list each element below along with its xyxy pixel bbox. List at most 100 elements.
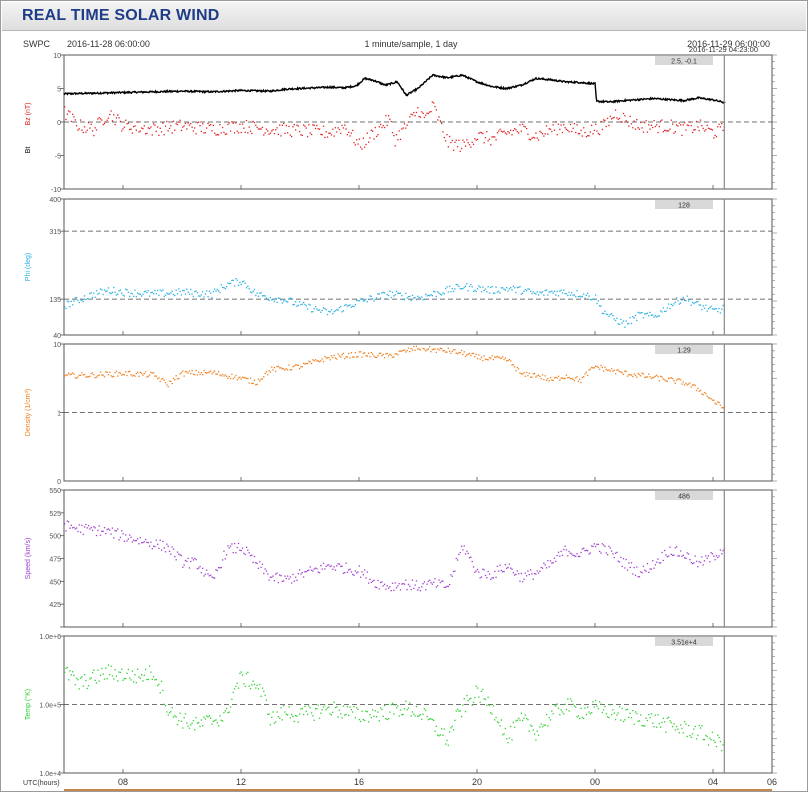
data-point bbox=[320, 133, 322, 136]
data-point bbox=[630, 322, 633, 325]
data-point bbox=[296, 715, 298, 717]
data-point bbox=[670, 553, 672, 555]
data-point bbox=[624, 719, 626, 721]
data-point bbox=[401, 128, 403, 130]
data-point bbox=[579, 132, 581, 135]
data-point bbox=[541, 374, 544, 376]
data-point bbox=[304, 705, 306, 708]
data-point bbox=[277, 365, 280, 368]
data-point bbox=[267, 130, 269, 132]
data-point bbox=[352, 305, 354, 307]
data-point bbox=[248, 685, 250, 687]
data-point bbox=[437, 348, 439, 350]
data-point bbox=[310, 133, 313, 136]
data-point bbox=[248, 552, 250, 554]
data-point bbox=[459, 710, 461, 712]
data-point bbox=[156, 126, 159, 128]
data-point bbox=[370, 295, 372, 298]
data-point bbox=[572, 378, 574, 380]
data-point bbox=[666, 380, 668, 382]
data-point bbox=[632, 709, 634, 712]
data-point bbox=[503, 733, 505, 735]
y-tick-label: 1 bbox=[57, 411, 61, 418]
data-point bbox=[188, 727, 191, 729]
data-point bbox=[215, 569, 217, 571]
data-point bbox=[249, 688, 252, 690]
data-point bbox=[325, 131, 327, 133]
data-point bbox=[247, 285, 249, 287]
data-point bbox=[269, 296, 272, 299]
data-point bbox=[512, 721, 514, 724]
data-point bbox=[260, 128, 262, 130]
data-point bbox=[313, 124, 315, 126]
data-point bbox=[75, 125, 78, 127]
data-point bbox=[83, 674, 86, 676]
data-point bbox=[203, 716, 205, 718]
data-point bbox=[239, 281, 241, 283]
data-point bbox=[709, 737, 711, 739]
data-point bbox=[531, 573, 533, 575]
data-point bbox=[596, 130, 598, 132]
readout-value: 486 bbox=[678, 494, 690, 501]
data-point bbox=[690, 124, 692, 127]
data-point bbox=[253, 121, 256, 124]
data-point bbox=[525, 371, 528, 374]
data-point bbox=[301, 303, 303, 305]
data-point bbox=[275, 370, 277, 373]
data-point bbox=[602, 119, 605, 121]
data-point bbox=[298, 130, 301, 133]
data-point bbox=[131, 132, 134, 134]
data-point bbox=[101, 289, 103, 291]
data-point bbox=[390, 120, 392, 123]
data-point bbox=[71, 113, 74, 115]
data-point bbox=[518, 286, 520, 289]
data-point bbox=[450, 727, 452, 729]
data-point bbox=[642, 373, 645, 375]
data-point bbox=[427, 580, 430, 582]
data-point bbox=[480, 132, 483, 134]
data-point bbox=[646, 312, 649, 314]
data-point bbox=[168, 712, 171, 714]
data-point bbox=[178, 553, 180, 555]
data-point bbox=[202, 725, 204, 727]
data-point bbox=[225, 286, 228, 288]
data-point bbox=[329, 713, 331, 715]
data-point bbox=[470, 283, 472, 286]
data-point bbox=[175, 375, 177, 377]
data-point bbox=[543, 378, 545, 381]
data-point bbox=[671, 304, 674, 307]
data-point bbox=[293, 720, 295, 723]
data-point bbox=[540, 377, 542, 380]
data-point bbox=[613, 369, 615, 371]
data-point bbox=[183, 125, 185, 127]
data-point bbox=[613, 318, 615, 320]
data-point bbox=[349, 357, 351, 359]
data-point bbox=[356, 572, 358, 574]
data-point bbox=[123, 295, 126, 297]
data-point bbox=[410, 715, 412, 717]
data-point bbox=[256, 292, 258, 294]
data-point bbox=[670, 119, 672, 121]
data-point bbox=[97, 375, 99, 377]
data-point bbox=[344, 124, 346, 126]
data-point bbox=[571, 377, 573, 380]
data-point bbox=[673, 132, 675, 134]
data-point bbox=[514, 366, 516, 368]
data-point bbox=[617, 369, 619, 371]
data-point bbox=[102, 374, 104, 376]
data-point bbox=[718, 736, 720, 739]
data-point bbox=[167, 130, 169, 132]
data-point bbox=[418, 715, 420, 717]
data-point bbox=[459, 150, 461, 152]
data-point bbox=[691, 733, 694, 735]
data-point bbox=[263, 376, 265, 378]
data-point bbox=[567, 129, 569, 132]
data-point bbox=[626, 375, 629, 377]
data-point bbox=[669, 720, 671, 722]
data-point bbox=[709, 561, 711, 563]
data-point bbox=[361, 297, 363, 300]
data-point bbox=[564, 81, 567, 83]
data-point bbox=[612, 370, 614, 372]
data-point bbox=[533, 292, 536, 294]
data-point bbox=[581, 548, 584, 550]
